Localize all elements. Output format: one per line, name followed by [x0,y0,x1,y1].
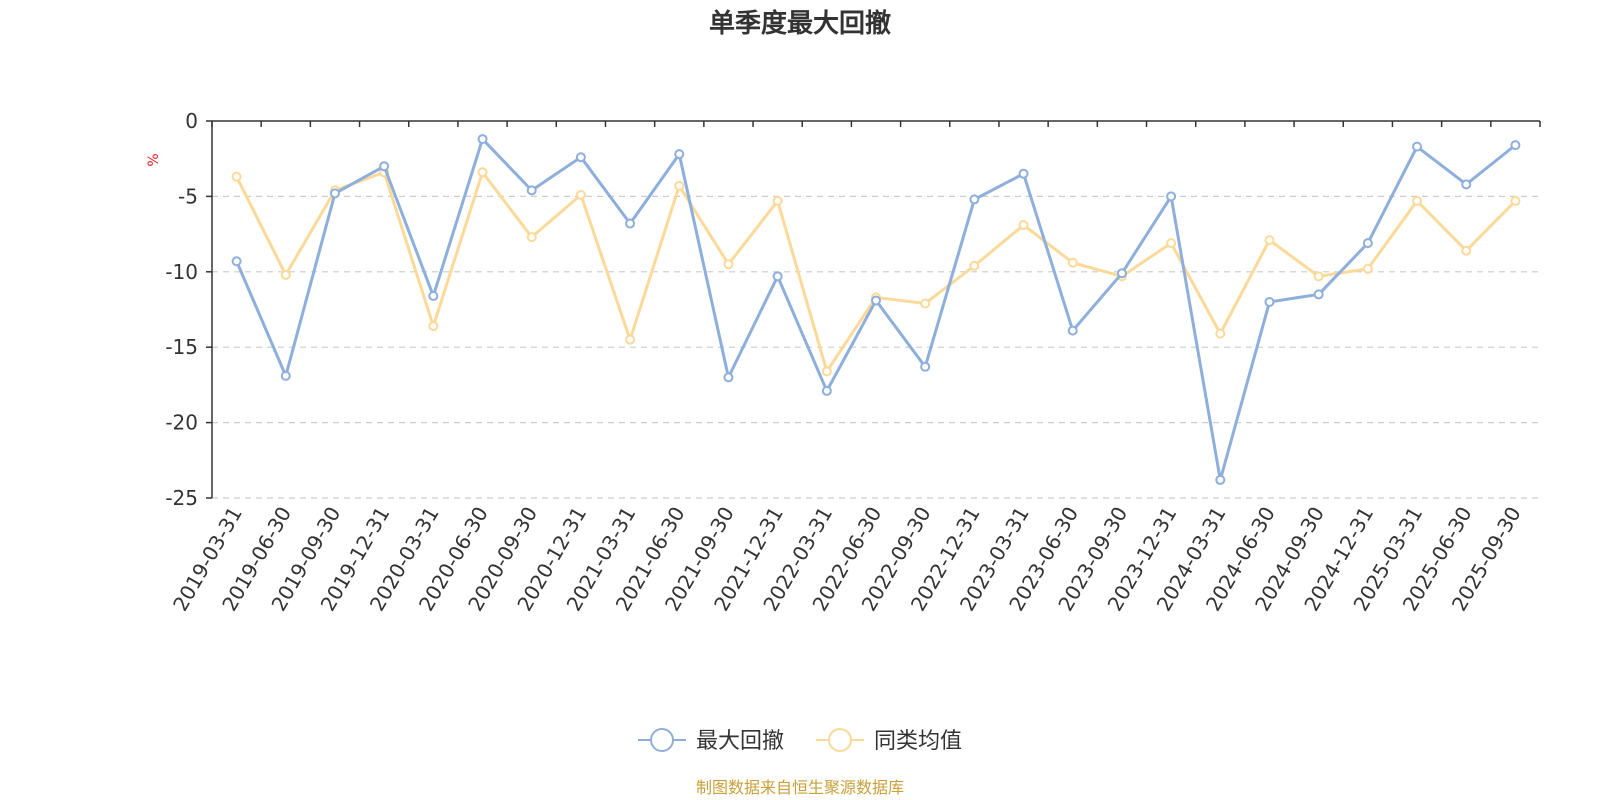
data-point[interactable] [1313,289,1324,300]
data-point[interactable] [821,385,832,396]
data-point[interactable] [723,259,734,270]
series-group [231,134,1521,485]
y-tick-label: -5 [178,184,198,208]
y-tick-label: 0 [185,109,198,133]
data-point[interactable] [1018,220,1029,231]
data-point[interactable] [772,271,783,282]
data-point[interactable] [526,232,537,243]
data-point[interactable] [1264,296,1275,307]
data-point[interactable] [821,366,832,377]
series-lines [231,134,1521,485]
chart-title: 单季度最大回撤 [709,8,891,39]
data-point[interactable] [231,171,242,182]
data-point[interactable] [329,188,340,199]
legend-item[interactable]: 最大回撤 [638,728,784,754]
data-point[interactable] [477,134,488,145]
data-point[interactable] [1362,238,1373,249]
data-point[interactable] [1116,268,1127,279]
data-point[interactable] [1510,140,1521,151]
data-point[interactable] [625,334,636,345]
data-point[interactable] [1264,235,1275,246]
data-point[interactable] [1067,325,1078,336]
data-source-note: 制图数据来自恒生聚源数据库 [696,778,904,797]
data-point[interactable] [280,370,291,381]
data-point[interactable] [871,295,881,306]
data-point[interactable] [723,372,734,383]
data-point[interactable] [969,194,980,205]
data-point[interactable] [1412,141,1423,152]
data-point[interactable] [1166,238,1177,249]
data-point[interactable] [920,298,931,309]
data-point[interactable] [575,189,586,200]
data-point[interactable] [625,218,636,229]
legend-marker-icon [828,728,852,752]
y-tick-label: -20 [165,411,198,435]
data-point[interactable] [1215,328,1226,339]
data-point[interactable] [969,260,980,271]
data-point[interactable] [1510,195,1521,206]
data-point[interactable] [428,321,439,332]
grid-lines [212,195,1540,499]
data-point[interactable] [1067,257,1078,268]
data-point[interactable] [674,180,685,191]
y-tick-label: -25 [165,486,198,510]
y-tick-label: -10 [165,260,198,284]
legend-label: 同类均值 [874,729,962,754]
data-point[interactable] [575,152,586,163]
data-point[interactable] [231,256,242,267]
data-point[interactable] [379,161,390,172]
data-point[interactable] [526,185,537,196]
y-tick-labels: 0 -5 -10 -15 -20 -25 [165,109,198,510]
data-point[interactable] [1313,271,1324,282]
data-point[interactable] [920,361,931,372]
legend-item[interactable]: 同类均值 [816,728,962,754]
y-tick-label: -15 [165,335,198,359]
axes [206,120,1541,499]
data-point[interactable] [1412,195,1423,206]
data-point[interactable] [1018,168,1029,179]
data-point[interactable] [772,195,783,206]
data-point[interactable] [1215,474,1226,485]
data-point[interactable] [674,149,685,160]
data-point[interactable] [1461,179,1472,190]
legend-label: 最大回撤 [696,729,784,754]
data-point[interactable] [477,167,488,178]
data-point[interactable] [428,290,439,301]
data-point[interactable] [280,269,291,280]
legend-marker-icon [650,728,674,752]
x-tick-labels: 2019-03-312019-06-302019-09-302019-12-31… [168,503,1526,616]
y-axis-label: % [146,153,162,166]
legend[interactable]: 最大回撤 同类均值 [638,728,962,754]
data-point[interactable] [1166,191,1177,202]
data-point[interactable] [1362,263,1373,274]
data-point[interactable] [1461,245,1472,256]
